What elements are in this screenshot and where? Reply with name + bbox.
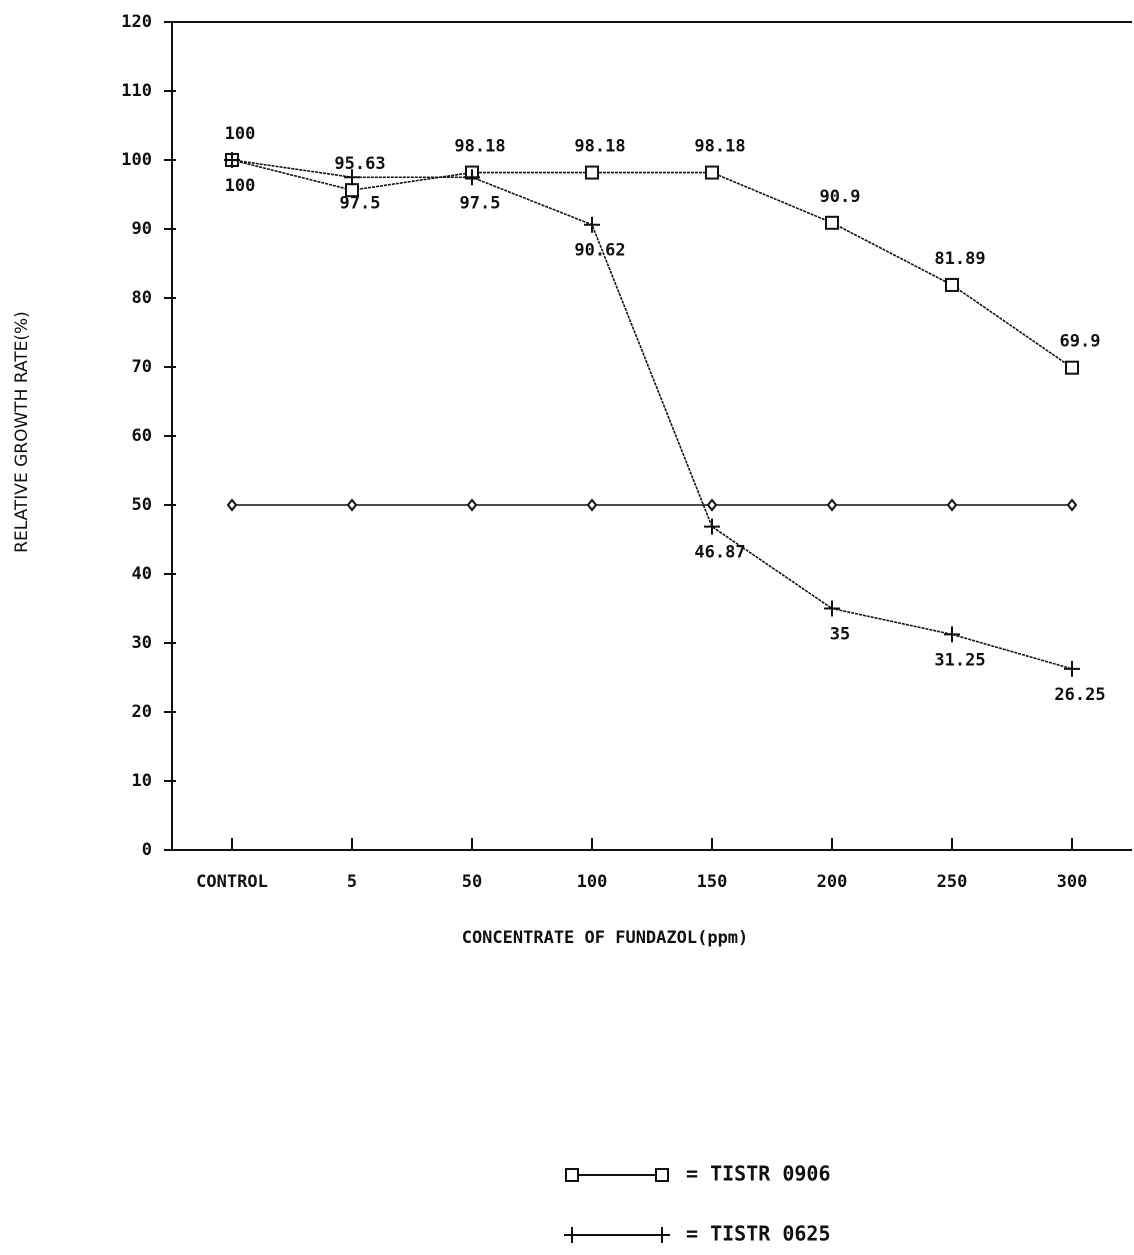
data-label: 26.25: [1054, 685, 1105, 705]
y-tick-label: 40: [132, 564, 152, 584]
y-tick-label: 80: [132, 288, 152, 308]
legend-label: = TISTR 0906: [686, 1162, 831, 1186]
point-marker: [586, 167, 598, 179]
point-marker: [1068, 500, 1076, 510]
x-tick-label: 150: [697, 872, 728, 892]
legend-label: = TISTR 0625: [686, 1222, 831, 1246]
y-tick-label: 70: [132, 357, 152, 377]
y-axis-label: RELATIVE GROWTH RATE(%): [12, 311, 32, 553]
point-marker: [1066, 362, 1078, 374]
point-marker: [708, 500, 716, 510]
y-tick-label: 110: [121, 81, 152, 101]
y-tick-label: 100: [121, 150, 152, 170]
x-tick-label: 300: [1057, 872, 1088, 892]
y-tick-label: 30: [132, 633, 152, 653]
point-marker: [656, 1169, 668, 1181]
data-label: 97.5: [460, 193, 501, 213]
point-marker: [828, 500, 836, 510]
point-marker: [468, 500, 476, 510]
data-label: 97.5: [340, 193, 381, 213]
point-marker: [348, 500, 356, 510]
x-tick-label: 5: [347, 872, 357, 892]
data-label: 98.18: [454, 137, 505, 157]
y-tick-label: 0: [142, 840, 152, 860]
y-tick-label: 10: [132, 771, 152, 791]
x-tick-label: 100: [577, 872, 608, 892]
x-axis-label: CONCENTRATE OF FUNDAZOL(ppm): [462, 928, 749, 948]
x-tick-label: 250: [937, 872, 968, 892]
data-label: 69.9: [1060, 332, 1101, 352]
point-marker: [948, 500, 956, 510]
point-marker: [588, 500, 596, 510]
plot-frame: [172, 22, 1132, 850]
point-marker: [944, 626, 960, 642]
data-label: 90.62: [574, 241, 625, 261]
y-tick-label: 60: [132, 426, 152, 446]
y-tick-label: 20: [132, 702, 152, 722]
data-label: 98.18: [694, 137, 745, 157]
data-label: 46.87: [694, 543, 745, 563]
x-tick-label: 200: [817, 872, 848, 892]
data-label: 100: [225, 124, 256, 144]
data-label: 95.63: [334, 154, 385, 174]
data-label: 31.25: [934, 650, 985, 670]
point-marker: [584, 217, 600, 233]
point-marker: [228, 500, 236, 510]
point-marker: [946, 279, 958, 291]
data-label: 90.9: [820, 187, 861, 207]
point-marker: [824, 601, 840, 617]
data-label: 81.89: [934, 249, 985, 269]
data-label: 100: [225, 176, 256, 196]
point-marker: [704, 519, 720, 535]
data-label: 98.18: [574, 137, 625, 157]
point-marker: [826, 217, 838, 229]
data-label: 35: [830, 625, 850, 645]
y-tick-label: 50: [132, 495, 152, 515]
point-marker: [706, 167, 718, 179]
chart: CONCENTRATE OF FUNDAZOL(ppm) RELATIVE GR…: [0, 0, 1134, 1255]
point-marker: [654, 1227, 670, 1243]
point-marker: [566, 1169, 578, 1181]
x-tick-label: CONTROL: [196, 872, 268, 892]
x-tick-label: 50: [462, 872, 482, 892]
series-line: [232, 160, 1072, 669]
point-marker: [1064, 661, 1080, 677]
y-tick-label: 120: [121, 12, 152, 32]
y-tick-label: 90: [132, 219, 152, 239]
point-marker: [564, 1227, 580, 1243]
